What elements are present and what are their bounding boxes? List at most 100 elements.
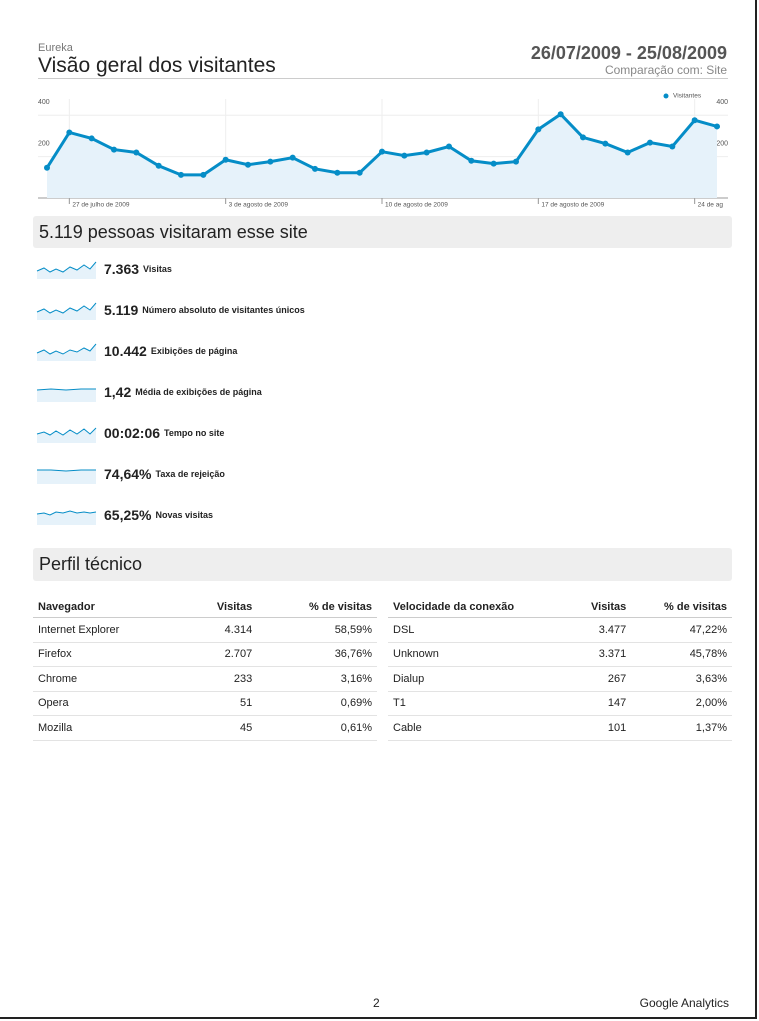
- table-cell: 3.371: [568, 642, 632, 667]
- sparkline-line: [36, 343, 97, 355]
- page-title: Visão geral dos visitantes: [38, 54, 276, 77]
- table-row: Mozilla 45 0,61%: [33, 715, 377, 741]
- metric-label: Novas visitas: [155, 510, 214, 520]
- table-cell: Internet Explorer: [33, 617, 183, 643]
- column-header: Visitas: [568, 597, 632, 618]
- table-cell: T1: [388, 691, 569, 716]
- point: [200, 171, 207, 178]
- point: [356, 169, 363, 176]
- table-row: Firefox 2.707 36,76%: [33, 642, 377, 667]
- table-cell: 2,00%: [631, 691, 732, 716]
- table-cell: Opera: [33, 691, 183, 716]
- table-row: Cable 101 1,37%: [388, 715, 732, 741]
- legend-label: Visitantes: [673, 93, 702, 100]
- sparkline-line: [37, 469, 96, 472]
- metric-row: 5.119 Número absoluto de visitantes único…: [36, 300, 305, 320]
- point: [535, 126, 542, 133]
- table-cell: Dialup: [388, 666, 569, 692]
- sparkline: [36, 343, 97, 361]
- point: [602, 140, 609, 147]
- page-number: 2: [373, 996, 380, 1010]
- sparkline-line: [36, 427, 97, 436]
- metric-value: 65,25%: [104, 507, 152, 523]
- table-cell: 1,37%: [631, 715, 732, 741]
- y2-tick-label: 400: [716, 99, 728, 106]
- point: [222, 156, 229, 163]
- metric-value: 10.442: [104, 343, 147, 359]
- metric-label: Exibições de página: [150, 346, 238, 356]
- column-header: Velocidade da conexão: [388, 597, 569, 618]
- metric-value: 1,42: [104, 384, 132, 400]
- x-tick-label: 27 de julho de 2009: [72, 202, 129, 209]
- point: [379, 148, 385, 155]
- chart: 200 400 200 400 27 de julho de 2009 3 de agos…: [38, 93, 728, 209]
- point: [245, 161, 251, 168]
- x-tick-label: 3 de agosto de 2009: [229, 202, 289, 209]
- metric-label: Média de exibições de página: [135, 387, 262, 397]
- point: [714, 123, 720, 130]
- point: [423, 149, 430, 156]
- point: [267, 158, 274, 165]
- sparkline: [36, 427, 97, 443]
- point: [155, 162, 162, 169]
- column-header: Visitas: [182, 597, 258, 618]
- area: [47, 114, 717, 198]
- table-cell: Chrome: [33, 666, 183, 692]
- point: [446, 143, 452, 150]
- table-cell: 0,69%: [257, 691, 377, 716]
- sparkline-area: [37, 470, 96, 484]
- point: [669, 143, 676, 150]
- table-cell: 101: [568, 715, 632, 741]
- point: [468, 157, 475, 164]
- table-row: Dialup 267 3,63%: [388, 666, 732, 692]
- point: [490, 160, 497, 167]
- connection-table: Velocidade da conexão Visitas% de visitas…: [388, 597, 732, 741]
- table-cell: Mozilla: [33, 715, 183, 741]
- table-cell: 58,59%: [257, 617, 377, 643]
- site-name: Eureka: [38, 42, 73, 54]
- y-tick-label: 200: [38, 140, 50, 147]
- metric-row: 7.363 Visitas: [36, 259, 172, 279]
- table-cell: 3.477: [568, 617, 632, 643]
- y-tick-label: 400: [38, 99, 50, 106]
- table-cell: 3,63%: [631, 666, 732, 692]
- point: [88, 135, 95, 142]
- point: [312, 165, 318, 172]
- divider: [38, 78, 728, 79]
- metric-label: Número absoluto de visitantes únicos: [142, 305, 305, 315]
- table-cell: 4.314: [182, 617, 258, 643]
- column-header: Navegador: [33, 597, 183, 618]
- sparkline-area: [37, 428, 96, 443]
- sparkline-line: [36, 302, 97, 314]
- sparkline: [36, 388, 96, 402]
- table-cell: 3,16%: [257, 666, 377, 692]
- metric-label: Tempo no site: [164, 428, 225, 438]
- table-cell: 51: [182, 691, 258, 716]
- sparkline-line: [36, 388, 96, 391]
- metric-value: 74,64%: [104, 466, 152, 482]
- sparkline-line: [36, 261, 97, 273]
- metric-value: 5.119: [104, 302, 139, 318]
- table-cell: Firefox: [33, 642, 183, 667]
- table-cell: 147: [568, 691, 632, 716]
- point: [691, 117, 698, 124]
- header-row: Velocidade da conexão Visitas% de visitas: [388, 597, 732, 618]
- x-tick-label: 17 de agosto de 2009: [541, 202, 604, 209]
- footer-brand: Google Analytics: [639, 996, 729, 1010]
- point: [513, 158, 519, 165]
- table-cell: Unknown: [388, 642, 569, 667]
- table-cell: 2.707: [182, 642, 258, 667]
- point: [647, 139, 653, 146]
- browser-table: Navegador Visitas% de visitas Internet Exp…: [33, 597, 377, 741]
- sparkline: [36, 302, 97, 320]
- metric-value: 7.363: [104, 261, 140, 277]
- metric-row: 10.442 Exibições de página: [36, 341, 237, 361]
- metric-row: 65,25% Novas visitas: [36, 505, 213, 525]
- point: [401, 152, 408, 159]
- section-title: 5.119 pessoas visitaram esse site: [33, 216, 732, 248]
- header-row: Navegador Visitas% de visitas: [33, 597, 377, 618]
- sparkline-line: [36, 510, 97, 516]
- table-cell: 47,22%: [631, 617, 732, 643]
- sparkline: [37, 469, 96, 484]
